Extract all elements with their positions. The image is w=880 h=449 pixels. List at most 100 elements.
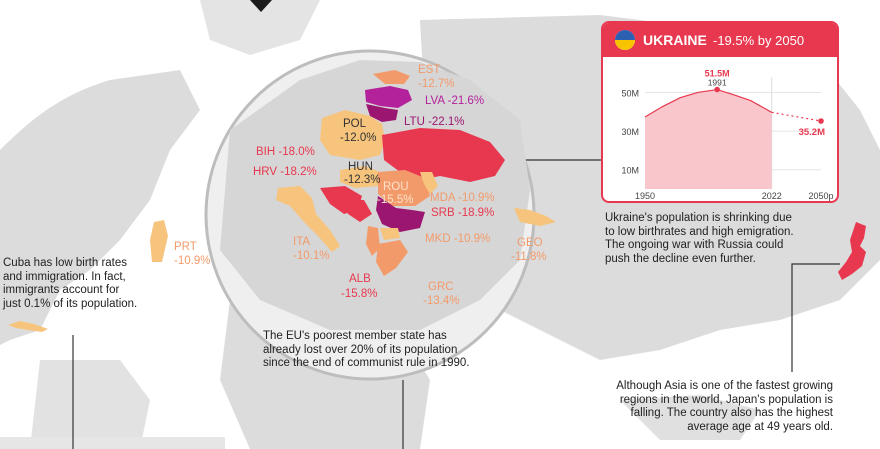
romania-note-line: The EU's poorest member state has (263, 330, 447, 342)
shape-grc (376, 240, 408, 276)
mda-code: MDA (430, 192, 456, 204)
chart-y-tick-label: 10M (621, 166, 639, 176)
top-marker (250, 0, 272, 12)
shape-ukraine (382, 128, 505, 182)
chart-annotation-year: 1991 (708, 78, 727, 88)
shape-hun (340, 166, 380, 188)
chart-x-tick-label: 2022 (762, 191, 782, 201)
americas-south (30, 360, 150, 449)
japan-note-line: Although Asia is one of the fastest grow… (616, 380, 833, 392)
greenland-landmass (200, 0, 320, 55)
shape-srb (376, 196, 425, 232)
chart-annotation-value: 35.2M (799, 127, 825, 138)
shape-alb (366, 226, 380, 256)
ltu-value: -22.1% (428, 116, 464, 128)
ukraine-card: UKRAINE -19.5% by 2050 50M 30M 10M 1950 2022… (601, 21, 839, 203)
ukraine-note-line: The ongoing war with Russia could (605, 239, 784, 251)
label-rou-value: -15.5% (377, 194, 413, 206)
label-prt-code: PRT (174, 241, 197, 253)
shape-ita (276, 186, 340, 252)
hrv-code: HRV (253, 166, 277, 178)
label-hun-code: HUN (348, 161, 373, 173)
label-lva: LVA -21.6% (425, 95, 484, 107)
ukraine-card-title: UKRAINE (643, 32, 707, 48)
ukraine-flag-icon (615, 30, 635, 50)
label-pol-value: -12.0% (340, 132, 376, 144)
shape-rou (378, 170, 430, 206)
label-hun-value: -12.3% (344, 174, 380, 186)
ukraine-note-line: push the decline even further. (605, 252, 756, 265)
mkd-code: MKD (425, 233, 451, 245)
shape-est (373, 70, 410, 84)
bottom-shelf (0, 437, 225, 449)
ltu-code: LTU (404, 116, 425, 128)
label-mda: MDA -10.9% (430, 192, 495, 204)
label-prt-value: -10.9% (174, 255, 210, 267)
chart-point (714, 86, 720, 93)
chart-x-tick-label: 2050p (808, 191, 833, 201)
shape-geo (514, 208, 556, 226)
japan-note: Although Asia is one of the fastest grow… (596, 380, 833, 434)
shape-prt (150, 220, 168, 262)
label-rou-code: ROU (383, 181, 409, 193)
indonesia-landmass (620, 395, 760, 440)
label-geo-code: GEO (517, 237, 543, 249)
japan-shape (838, 222, 866, 280)
cuba-note-line: immigrants account for (3, 284, 120, 296)
romania-note: The EU's poorest member state has alread… (263, 330, 503, 371)
label-bih: BIH -18.0% (256, 146, 315, 158)
srb-value: -18.9% (458, 207, 494, 219)
shape-pol (320, 110, 385, 160)
bih-code: BIH (256, 146, 275, 158)
label-hrv: HRV -18.2% (253, 166, 317, 178)
ukraine-note: Ukraine's population is shrinking due to… (605, 212, 835, 266)
label-grc-value: -13.4% (423, 295, 459, 307)
label-est-code: EST (418, 64, 440, 76)
mkd-value: -10.9% (454, 233, 490, 245)
cuba-note-line: just 0.1% of its population. (3, 297, 138, 310)
label-alb-value: -15.8% (341, 288, 377, 300)
shape-lva (365, 86, 412, 108)
bih-value: -18.0% (278, 146, 314, 158)
ukraine-note-line: to low birthrates and high emigration. (605, 225, 794, 238)
cuba-note-line: and immigration. In fact, (3, 270, 126, 283)
ukraine-note-line: Ukraine's population is shrinking due (605, 212, 792, 224)
chart-projection-line (771, 111, 822, 122)
shape-mkd (380, 228, 400, 240)
label-alb-code: ALB (349, 273, 371, 285)
lva-value: -21.6% (448, 95, 484, 107)
chart-point (818, 118, 824, 124)
label-grc-code: GRC (428, 281, 454, 293)
romania-note-line: already lost over 20% of its population (263, 343, 458, 356)
cuba-note: Cuba has low birth rates and immigration… (3, 257, 178, 311)
label-ltu: LTU -22.1% (404, 116, 465, 128)
chart-x-tick-label: 1950 (635, 191, 655, 201)
japan-leader-line (791, 263, 840, 372)
chart-annotation-value: 51.5M (705, 69, 730, 79)
romania-note-line: since the end of communist rule in 1990. (263, 357, 470, 369)
ukraine-card-subtitle: -19.5% by 2050 (713, 33, 805, 48)
label-srb: SRB -18.9% (431, 207, 494, 219)
shape-ltu (366, 104, 398, 122)
label-geo-value: -11.8% (511, 251, 547, 263)
chart-series-line (644, 88, 773, 118)
country-labels: EST -12.7% LVA -21.6% LTU -22.1% POL -12… (174, 64, 547, 307)
chart-area-fill (645, 89, 772, 189)
label-ita-value: -10.1% (293, 250, 329, 262)
japan-note-line: falling. The country also has the highes… (630, 407, 833, 419)
japan-note-line: regions in the world, Japan's population… (619, 393, 833, 406)
ukraine-card-header: UKRAINE -19.5% by 2050 (603, 23, 837, 57)
label-est-value: -12.7% (418, 78, 454, 90)
label-ita-code: ITA (293, 236, 310, 248)
srb-code: SRB (431, 207, 455, 219)
leader-lines (72, 159, 840, 449)
chart-y-tick-label: 30M (621, 127, 639, 137)
europe-detail-map (150, 60, 556, 330)
label-mkd: MKD -10.9% (425, 233, 490, 245)
label-pol-code: POL (343, 118, 367, 130)
lva-code: LVA (425, 95, 445, 107)
americas-landmass (0, 70, 200, 345)
cuba-shape (8, 321, 48, 332)
japan-note-line: average age at 49 years old. (687, 420, 833, 433)
